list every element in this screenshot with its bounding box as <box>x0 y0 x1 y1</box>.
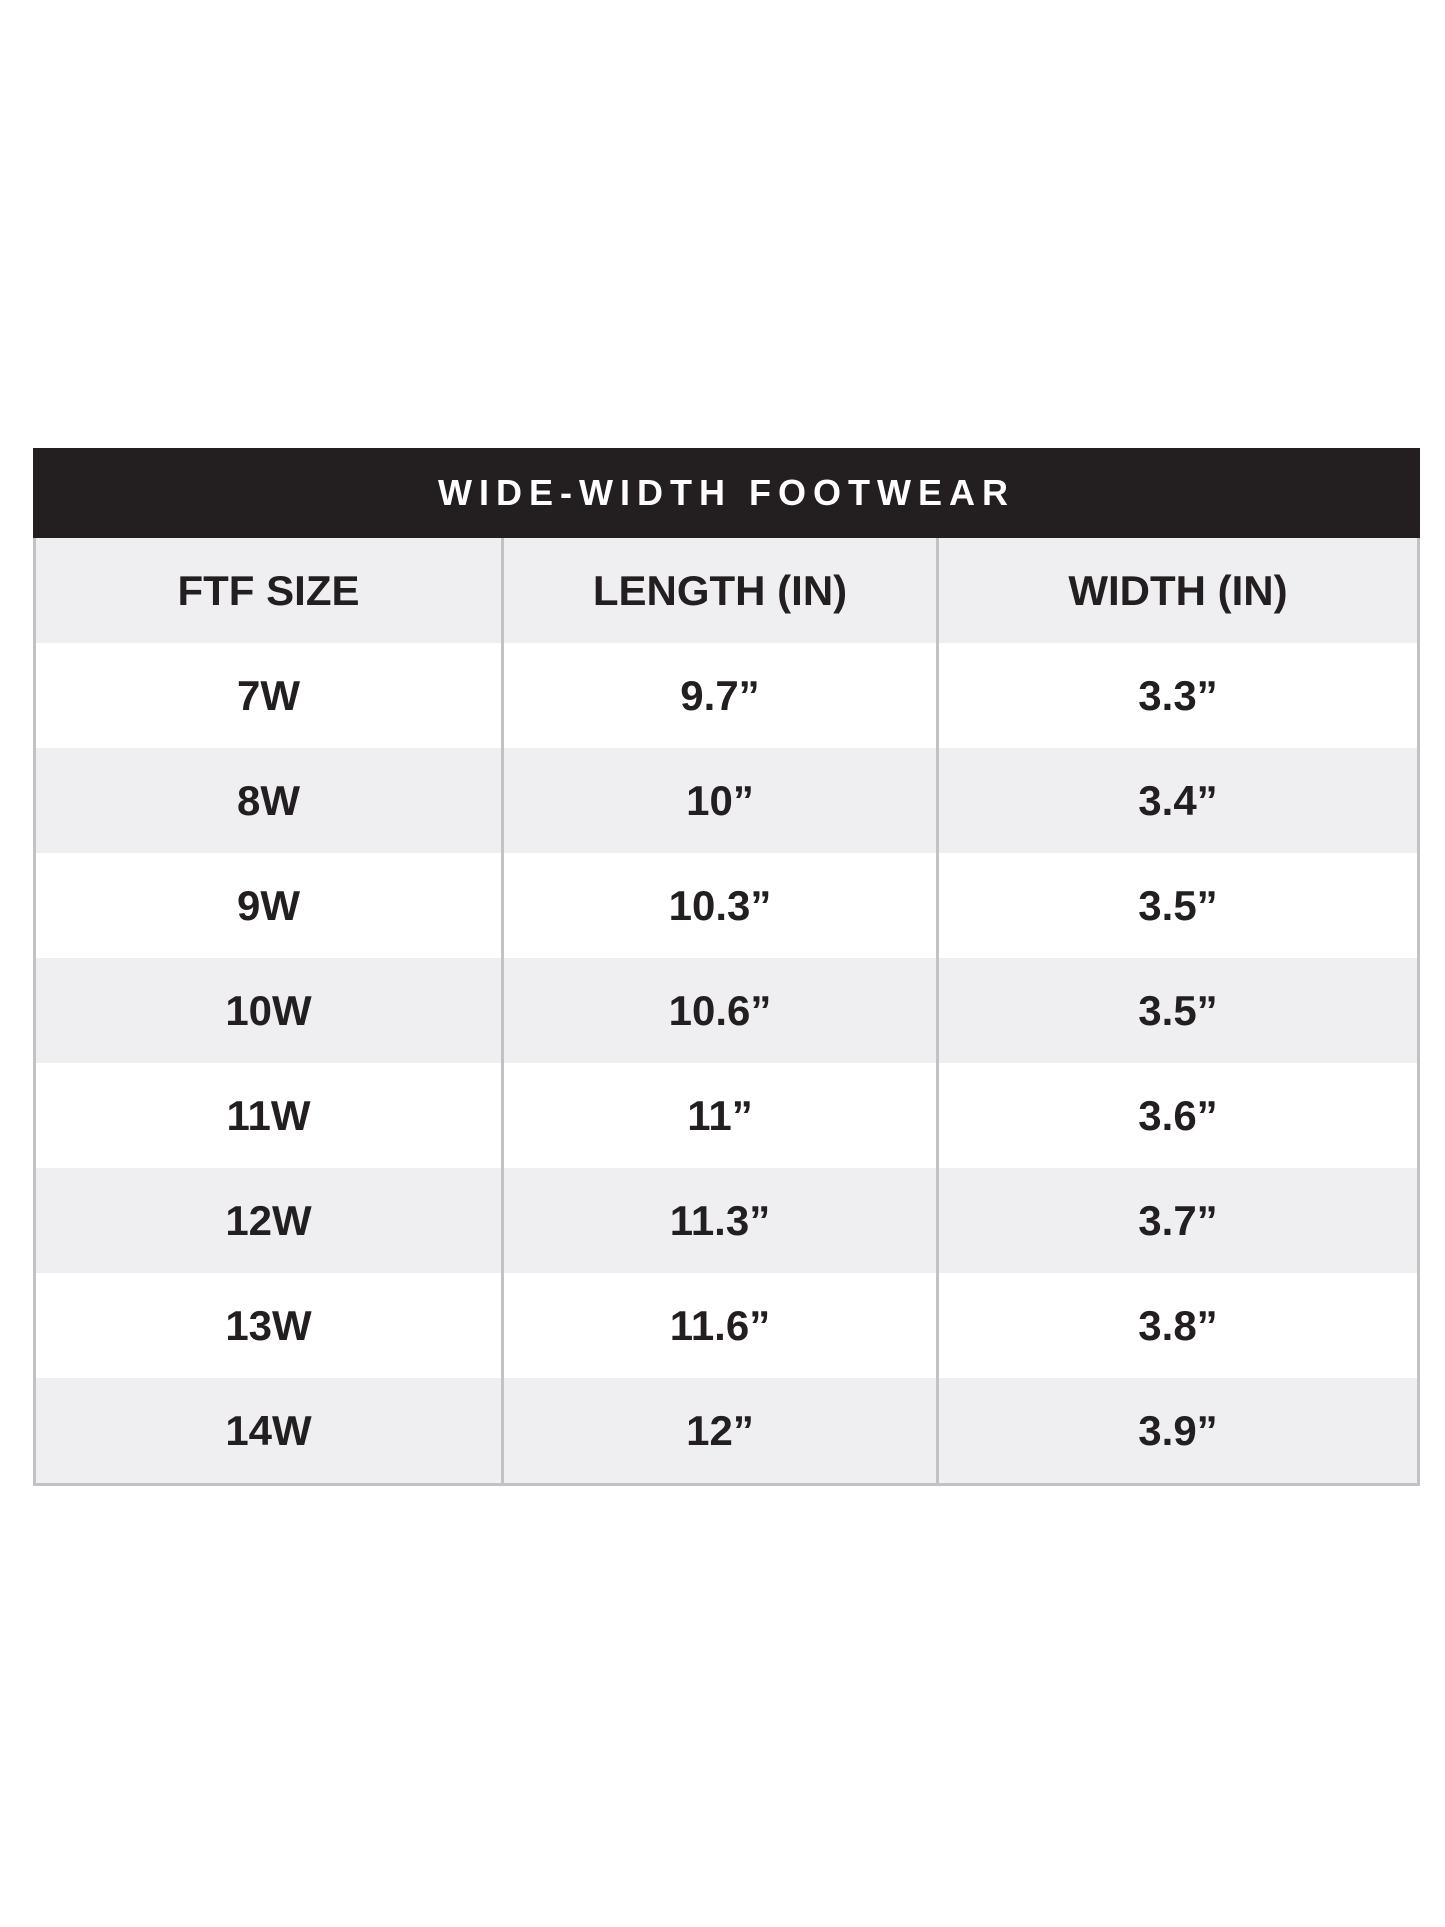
size-cell: 14W <box>34 1378 503 1485</box>
column-header: LENGTH (IN) <box>501 538 938 643</box>
size-table: FTF SIZE LENGTH (IN) WIDTH (IN) 7W 9.7” 3.… <box>33 538 1420 1486</box>
chart-title: WIDE-WIDTH FOOTWEAR <box>33 448 1420 538</box>
table-row: 8W 10” 3.4” <box>34 748 1419 853</box>
width-cell: 3.8” <box>936 1273 1419 1378</box>
length-cell: 10.6” <box>501 958 938 1063</box>
length-cell: 11” <box>501 1063 938 1168</box>
size-cell: 7W <box>237 671 300 719</box>
size-cell: 11W <box>226 1091 311 1139</box>
table-row: 10W 10.6” 3.5” <box>34 958 1419 1063</box>
width-cell: 3.5” <box>936 958 1419 1063</box>
length-cell: 9.7” <box>501 643 938 748</box>
table-row: 9W 10.3” 3.5” <box>35 853 1419 958</box>
table-row: 13W 11.6” 3.8” <box>35 1273 1419 1378</box>
table-row: 7W 9.7” 3.3” <box>35 643 1419 748</box>
column-header: WIDTH (IN) <box>936 538 1419 643</box>
size-cell: 8W <box>34 748 503 853</box>
table-row: 11W 11” 3.6” <box>35 1063 1419 1168</box>
length-cell: 11.3” <box>501 1168 938 1273</box>
length-cell: 11.6” <box>501 1273 938 1378</box>
size-cell: 10W <box>34 958 503 1063</box>
width-cell: 3.3” <box>936 643 1419 748</box>
size-cell: 9W <box>237 881 300 929</box>
width-cell: 3.4” <box>936 748 1419 853</box>
size-chart: WIDE-WIDTH FOOTWEAR FTF SIZE LENGTH (IN)… <box>33 448 1420 1486</box>
header-row: FTF SIZE LENGTH (IN) WIDTH (IN) <box>34 538 1419 643</box>
length-cell: 12” <box>501 1378 938 1485</box>
width-cell: 3.7” <box>936 1168 1419 1273</box>
length-cell: 10.3” <box>501 853 938 958</box>
table-row: 14W 12” 3.9” <box>34 1378 1419 1485</box>
column-header: FTF SIZE <box>34 538 503 643</box>
width-cell: 3.9” <box>936 1378 1419 1485</box>
width-cell: 3.6” <box>936 1063 1419 1168</box>
width-cell: 3.5” <box>936 853 1419 958</box>
table-row: 12W 11.3” 3.7” <box>34 1168 1419 1273</box>
length-cell: 10” <box>501 748 938 853</box>
size-cell: 13W <box>225 1301 312 1349</box>
size-cell: 12W <box>34 1168 503 1273</box>
